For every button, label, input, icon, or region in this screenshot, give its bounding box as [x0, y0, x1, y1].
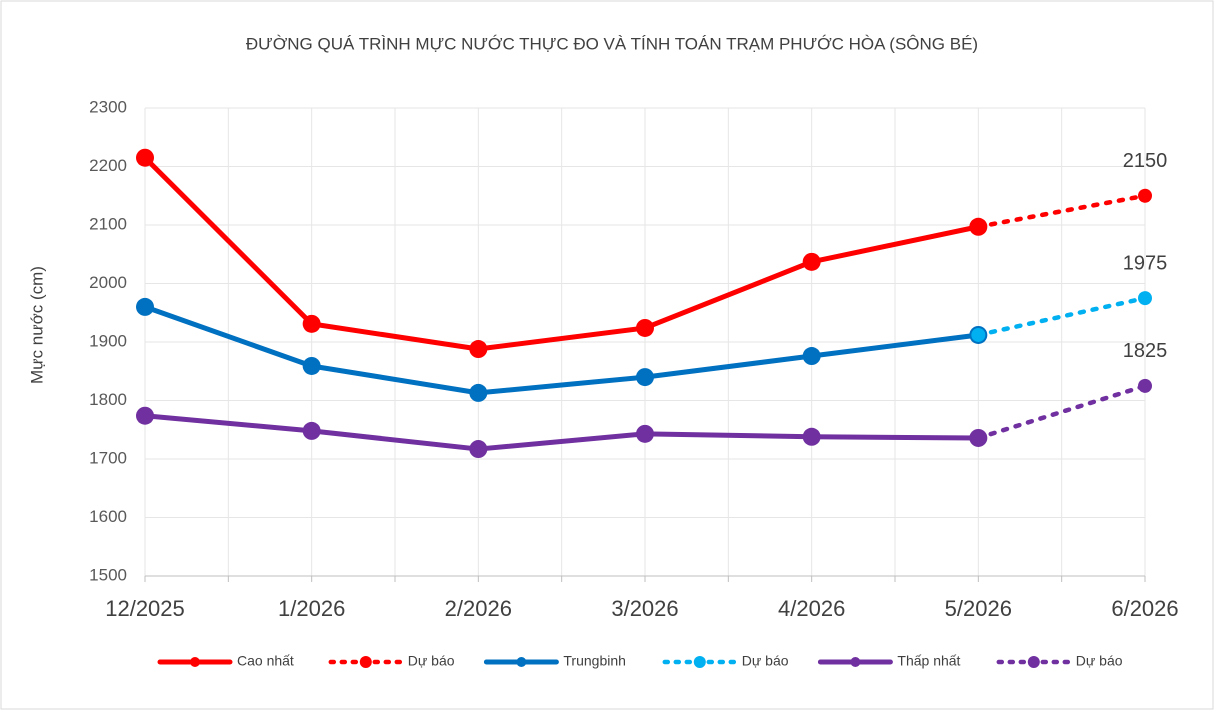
x-tick-label: 4/2026 [778, 596, 845, 621]
point [802, 427, 821, 446]
data-label: 1975 [1123, 252, 1168, 274]
x-tick-label: 1/2026 [278, 596, 345, 621]
point [636, 368, 654, 387]
legend-label: Thấp nhất [897, 653, 960, 669]
legend-marker [359, 656, 372, 668]
y-tick-label: 1600 [89, 507, 127, 526]
y-tick-label: 1700 [89, 448, 127, 467]
y-tick-label: 2000 [89, 273, 127, 292]
y-axis-label: Mực nước (cm) [27, 266, 46, 384]
data-label: 1825 [1123, 340, 1168, 362]
point [802, 347, 821, 366]
point [1138, 378, 1152, 393]
point [136, 297, 154, 316]
legend-marker [1027, 656, 1040, 668]
x-tick-label: 3/2026 [611, 596, 678, 621]
series-line [142, 304, 981, 396]
legend-label: Dự báo [742, 653, 789, 669]
point [802, 252, 821, 271]
y-tick-label: 1900 [89, 331, 127, 350]
chart-title: ĐƯỜNG QUÁ TRÌNH MỰC NƯỚC THỰC ĐO VÀ TÍNH… [246, 34, 978, 53]
legend-label: Trungbinh [563, 653, 626, 669]
legend-label: Dự báo [1076, 653, 1123, 669]
point [1138, 188, 1152, 203]
x-tick-label: 5/2026 [945, 596, 1012, 621]
legend-marker [693, 656, 706, 668]
series-line [976, 295, 1148, 338]
point [136, 406, 154, 425]
y-tick-label: 1800 [89, 390, 127, 409]
series-line [976, 193, 1148, 230]
point [636, 424, 654, 443]
point [469, 440, 488, 459]
x-tick-label: 12/2025 [105, 596, 185, 621]
point [1138, 291, 1152, 306]
x-tick-label: 6/2026 [1111, 596, 1178, 621]
point [302, 356, 321, 375]
legend-marker [850, 657, 861, 667]
y-tick-label: 2300 [89, 97, 127, 116]
legend-marker [190, 657, 200, 667]
point [636, 318, 654, 337]
point [971, 327, 986, 342]
point [469, 340, 488, 359]
series-line [142, 413, 981, 452]
series-line [976, 383, 1148, 441]
point [971, 430, 986, 445]
point [302, 421, 321, 440]
legend-marker [516, 657, 527, 667]
point [971, 219, 986, 234]
series-line [142, 155, 981, 352]
y-tick-label: 2200 [89, 156, 127, 175]
y-tick-label: 1500 [89, 565, 127, 584]
legend-label: Dự báo [408, 653, 455, 669]
point [136, 148, 154, 167]
point [302, 314, 321, 333]
point [469, 383, 488, 402]
y-tick-label: 2100 [89, 214, 127, 233]
data-label: 2150 [1123, 150, 1168, 172]
x-tick-label: 2/2026 [445, 596, 512, 621]
legend-label: Cao nhất [237, 653, 294, 669]
